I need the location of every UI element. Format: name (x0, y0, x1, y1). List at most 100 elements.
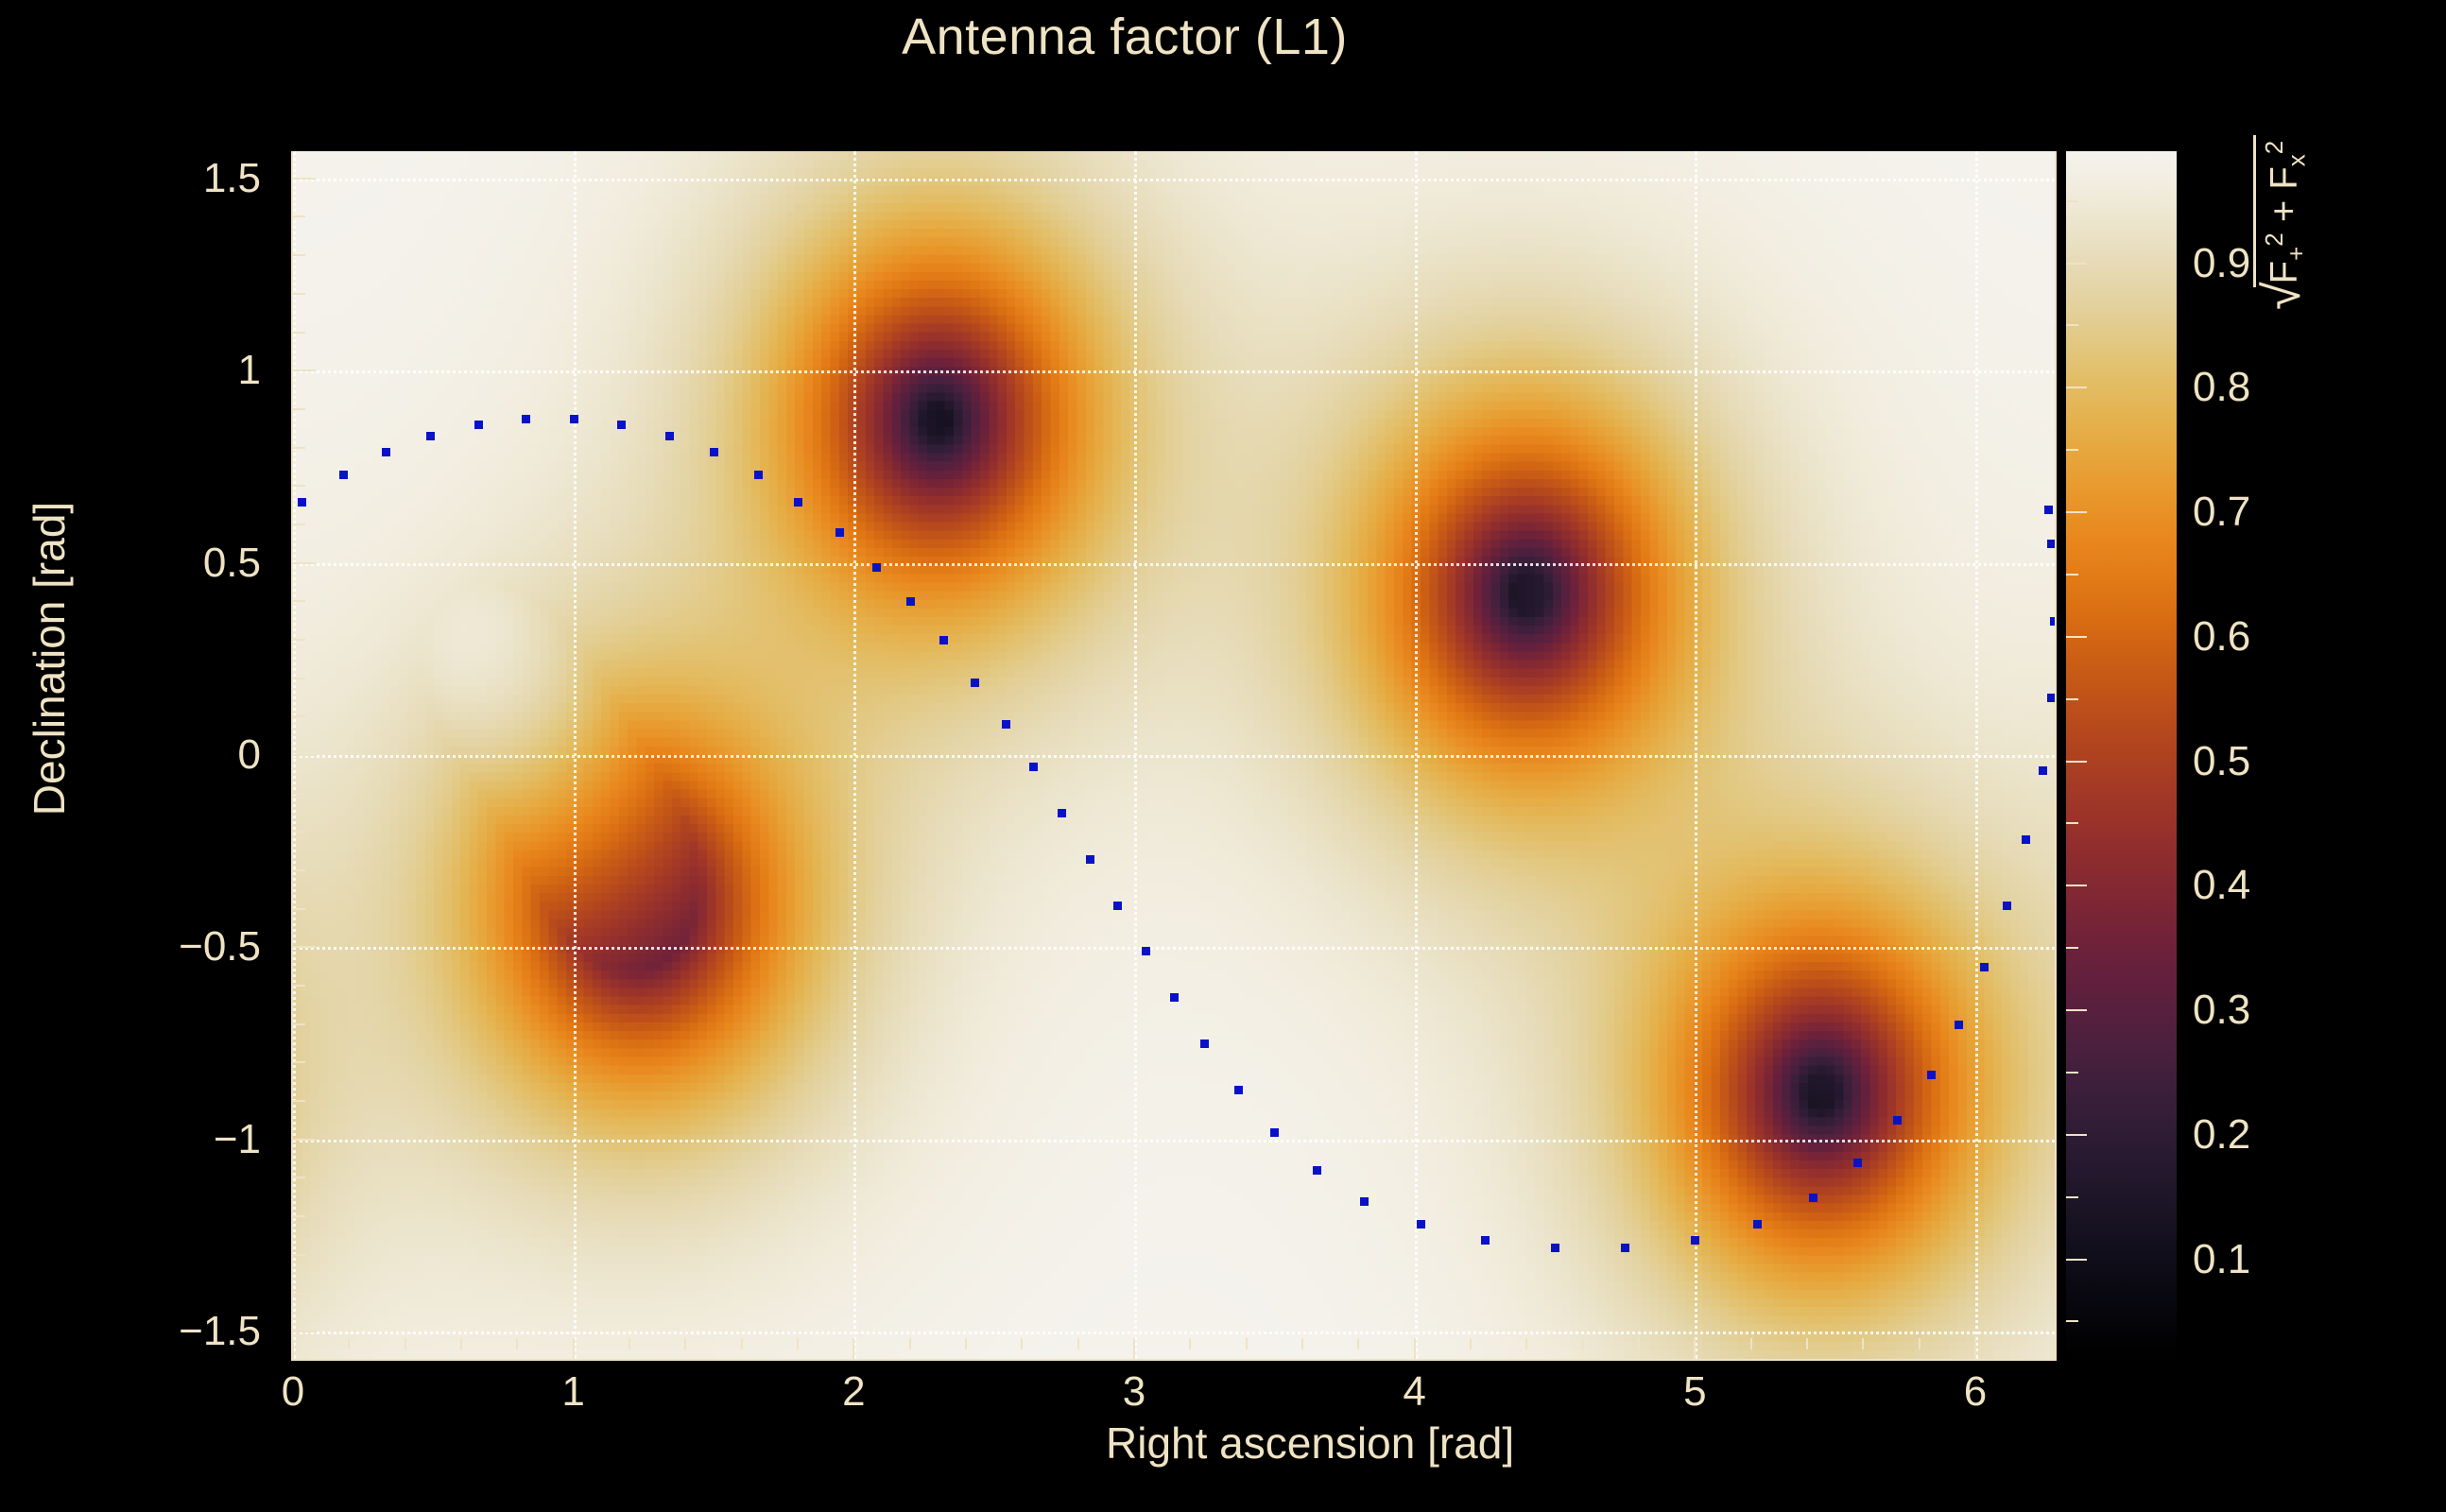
galactic-plane-marker (426, 432, 436, 441)
galactic-plane-marker (1141, 947, 1150, 956)
color-bar-tick (2066, 635, 2087, 638)
galactic-plane-marker (339, 471, 349, 480)
color-bar-tick (2066, 511, 2087, 514)
y-tick-minor (293, 331, 305, 334)
y-tick-minor (293, 831, 305, 833)
x-tick-major (1413, 1338, 1416, 1359)
galactic-plane-marker (1360, 1196, 1369, 1206)
color-bar-tick-label: 0.4 (2193, 862, 2251, 909)
x-tick-minor (1189, 1338, 1192, 1349)
x-tick-minor (1357, 1338, 1360, 1349)
galactic-plane-marker (1001, 720, 1010, 730)
galactic-plane-marker (2044, 505, 2054, 514)
galactic-plane-marker (2050, 616, 2055, 626)
y-tick-label: −0.5 (179, 923, 261, 971)
x-tick-minor (516, 1338, 519, 1349)
y-tick-label: 1.5 (202, 154, 261, 201)
x-tick-label: 5 (1683, 1368, 1707, 1415)
color-bar-tick-minor (2066, 947, 2078, 950)
y-tick-minor (293, 638, 305, 641)
galactic-plane-marker (1955, 1020, 1964, 1029)
x-tick-label: 0 (281, 1368, 305, 1415)
z-axis-title: √ F+2 + Fx2 (2248, 0, 2446, 310)
x-tick-major (1132, 1338, 1135, 1359)
color-bar-tick-minor (2066, 1320, 2078, 1323)
x-tick-minor (1469, 1338, 1472, 1349)
x-tick-minor (796, 1338, 799, 1349)
y-tick-minor (293, 215, 305, 218)
color-bar-tick-minor (2066, 1195, 2078, 1198)
x-tick-major (572, 1338, 575, 1359)
galactic-plane-marker (1691, 1235, 1700, 1245)
x-tick-minor (1805, 1338, 1808, 1349)
galactic-plane-marker (970, 678, 979, 687)
f-plus-superscript: 2 (2260, 232, 2288, 247)
color-bar-tick-label: 0.9 (2193, 239, 2251, 286)
x-tick-label: 3 (1122, 1368, 1146, 1415)
color-bar-tick (2066, 885, 2087, 887)
y-tick-minor (293, 446, 305, 449)
galactic-plane-marker (1550, 1243, 1559, 1252)
galactic-plane-marker (2022, 835, 2031, 845)
z-axis-expression: F+2 + Fx2 (2253, 134, 2312, 288)
color-bar-tick (2066, 1258, 2087, 1261)
galactic-plane-marker (709, 447, 718, 456)
gridline-horizontal (293, 947, 2055, 951)
color-bar[interactable] (2066, 151, 2177, 1359)
galactic-plane-marker (1480, 1235, 1490, 1245)
y-tick-minor (293, 254, 305, 257)
heatmap-plot-area[interactable] (293, 151, 2057, 1359)
x-tick-major (853, 1338, 855, 1359)
gridline-horizontal (293, 178, 2055, 181)
page-title: Antenna factor (L1) (902, 9, 1348, 65)
color-bar-tick-label: 0.8 (2193, 364, 2251, 411)
color-bar-gradient (2066, 151, 2177, 1359)
y-tick-minor (293, 407, 305, 410)
y-axis-title: Declination [rad] (25, 501, 74, 816)
x-tick-minor (348, 1338, 351, 1349)
x-tick-minor (1749, 1338, 1752, 1349)
color-bar-tick (2066, 262, 2087, 265)
galactic-plane-marker (522, 415, 531, 424)
x-tick-minor (1581, 1338, 1584, 1349)
galactic-plane-marker (1169, 993, 1179, 1003)
x-tick-minor (1245, 1338, 1248, 1349)
x-tick-minor (908, 1338, 911, 1349)
color-bar-tick-label: 0.2 (2193, 1110, 2251, 1158)
galactic-plane-marker (1752, 1220, 1762, 1229)
galactic-plane-marker (1926, 1070, 1936, 1079)
y-tick-minor (293, 485, 305, 488)
x-tick-minor (1021, 1338, 1024, 1349)
galactic-plane-marker (793, 497, 802, 507)
galactic-plane-marker (1029, 763, 1039, 772)
galactic-plane-marker (1233, 1085, 1243, 1094)
x-tick-minor (1918, 1338, 1921, 1349)
color-bar-tick-minor (2066, 573, 2078, 576)
f-cross-subscript: x (2282, 154, 2311, 167)
y-tick-minor (293, 1177, 305, 1179)
galactic-plane-marker (2047, 540, 2055, 549)
color-bar-tick-label: 0.1 (2193, 1235, 2251, 1282)
y-tick-label: −1 (213, 1115, 261, 1162)
y-tick-minor (293, 600, 305, 603)
y-tick-minor (293, 677, 305, 679)
y-tick-minor (293, 1061, 305, 1064)
color-bar-tick-minor (2066, 324, 2078, 327)
y-tick-minor (293, 869, 305, 872)
x-tick-minor (740, 1338, 743, 1349)
color-bar-tick (2066, 1133, 2087, 1136)
galactic-plane-marker (381, 447, 390, 456)
gridline-horizontal (293, 755, 2055, 758)
y-tick-label: 1 (237, 347, 261, 394)
x-axis-line (291, 1359, 2057, 1361)
y-tick-major (293, 177, 316, 180)
x-tick-minor (1525, 1338, 1528, 1349)
y-tick-major (293, 1331, 316, 1333)
color-bar-tick-label: 0.7 (2193, 489, 2251, 536)
y-tick-minor (293, 1022, 305, 1025)
galactic-plane-marker (1270, 1127, 1280, 1137)
galactic-plane-marker (1085, 854, 1094, 864)
galactic-plane-marker (1853, 1159, 1863, 1168)
x-axis-title: Right ascension [rad] (1106, 1418, 1515, 1468)
